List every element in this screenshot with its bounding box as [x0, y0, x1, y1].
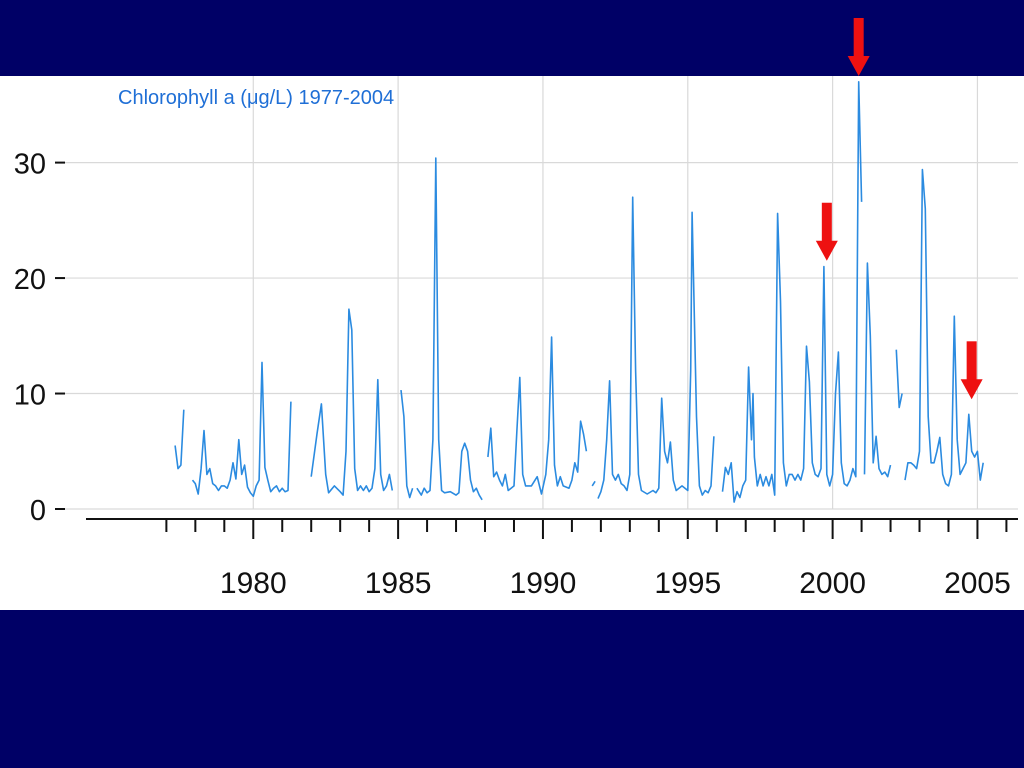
arrow-layer	[815, 18, 983, 400]
y-tick-label-20: 20	[14, 264, 46, 296]
x-tick-label-2000: 2000	[799, 567, 866, 600]
red-arrow-shaft-2	[821, 202, 832, 243]
chart-title: Chlorophyll a (μg/L) 1977-2004	[118, 87, 394, 109]
red-arrow-shaft-3	[966, 341, 977, 382]
x-tick-label-1980: 1980	[220, 567, 287, 600]
plot-panel	[0, 76, 1024, 610]
y-tick-label-30: 30	[14, 149, 46, 181]
series-line-0	[174, 81, 984, 503]
red-arrow-2	[815, 202, 838, 261]
red-arrow-head-2	[815, 240, 838, 261]
y-tick-label-0: 0	[30, 495, 46, 527]
y-tick-label-10: 10	[14, 380, 46, 412]
red-arrow-3	[960, 341, 983, 400]
x-tick-label-1985: 1985	[365, 567, 432, 600]
red-arrow-1	[847, 18, 870, 76]
x-tick-label-2005: 2005	[944, 567, 1011, 600]
axes: 0 10 20 30 1980 1985 1990 1995 2000 2005	[14, 149, 1018, 600]
x-tick-label-1995: 1995	[654, 567, 721, 600]
grid	[65, 76, 1018, 510]
red-arrow-shaft-1	[853, 18, 864, 58]
red-arrow-head-3	[960, 379, 983, 400]
series-layer	[174, 81, 984, 503]
x-tick-label-1990: 1990	[510, 567, 577, 600]
red-arrow-head-1	[847, 56, 870, 76]
